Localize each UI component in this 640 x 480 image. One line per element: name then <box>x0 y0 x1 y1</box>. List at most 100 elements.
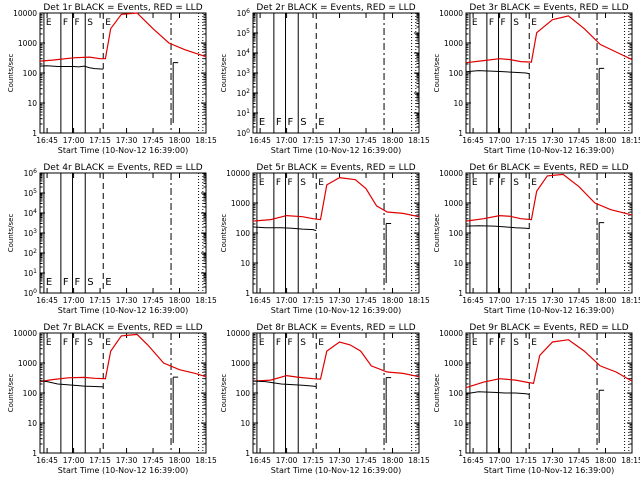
y-tick-label: 1 <box>458 129 463 138</box>
x-tick-label: 17:00 <box>276 456 298 465</box>
marker-label: F <box>501 18 506 28</box>
y-tick-label: 1000 <box>444 199 463 208</box>
x-tick-label: 18:15 <box>408 456 430 465</box>
y-tick-label: 102 <box>24 248 38 258</box>
x-tick-label: 17:00 <box>489 136 511 145</box>
x-tick-label: 18:15 <box>195 296 217 305</box>
marker-label: E <box>105 277 111 288</box>
y-tick-label: 100 <box>237 128 251 138</box>
panel-title: Det 9r BLACK = Events, RED = LLD <box>469 323 628 333</box>
x-tick-label: 17:45 <box>568 296 590 305</box>
marker-label: S <box>300 178 306 188</box>
x-tick-label: 16:45 <box>462 136 484 145</box>
y-tick-label: 10000 <box>226 329 250 338</box>
x-tick-label: 18:00 <box>169 296 191 305</box>
x-axis-label: Start Time (10-Nov-12 16:39:00) <box>271 466 401 475</box>
marker-label: F <box>288 178 293 188</box>
y-tick-label: 10 <box>453 99 463 108</box>
panel-title: Det 1r BLACK = Events, RED = LLD <box>43 3 202 13</box>
x-axis-label: Start Time (10-Nov-12 16:39:00) <box>484 466 614 475</box>
marker-label: S <box>300 117 306 128</box>
marker-label: F <box>276 117 282 128</box>
panel-title: Det 4r BLACK = Events, RED = LLD <box>43 163 202 173</box>
events-series-black-tail <box>172 62 179 123</box>
events-series-black-tail <box>598 67 605 123</box>
x-tick-label: 17:30 <box>329 296 351 305</box>
x-tick-label: 17:15 <box>89 136 111 145</box>
plot-frame <box>252 172 420 294</box>
x-tick-label: 17:15 <box>515 456 537 465</box>
marker-label: F <box>63 18 68 28</box>
marker-label: F <box>501 338 506 348</box>
marker-label: E <box>531 178 537 188</box>
x-axis-label: Start Time (10-Nov-12 16:39:00) <box>58 306 188 315</box>
x-tick-label: 18:00 <box>382 136 404 145</box>
marker-label: F <box>501 178 506 188</box>
marker-label: E <box>318 117 324 128</box>
marker-label: E <box>105 338 111 348</box>
y-tick-label: 100 <box>236 229 251 238</box>
y-axis-label: Counts/sec <box>433 54 441 93</box>
detector-panel-2: Det 2r BLACK = Events, RED = LLD 100 101 10… <box>220 3 430 155</box>
x-tick-label: 17:15 <box>515 136 537 145</box>
events-series-black <box>252 226 317 232</box>
marker-label: E <box>472 178 478 188</box>
x-tick-label: 18:15 <box>621 136 640 145</box>
detector-panel-4: Det 4r BLACK = Events, RED = LLD 100 101 10… <box>7 163 217 315</box>
events-series-black-tail <box>385 377 392 443</box>
y-tick-label: 100 <box>449 389 464 398</box>
x-axis-label: Start Time (10-Nov-12 16:39:00) <box>271 146 401 155</box>
x-tick-label: 17:30 <box>542 136 564 145</box>
x-tick-label: 17:15 <box>302 296 324 305</box>
panel-title: Det 2r BLACK = Events, RED = LLD <box>256 3 415 13</box>
marker-label: F <box>276 338 281 348</box>
y-tick-label: 1 <box>32 449 37 458</box>
x-tick-label: 16:45 <box>36 456 58 465</box>
x-tick-label: 16:45 <box>36 136 58 145</box>
marker-label: S <box>87 338 93 348</box>
marker-label: F <box>63 338 68 348</box>
events-series-black <box>465 391 530 395</box>
plot-frame <box>39 12 207 134</box>
y-tick-label: 101 <box>24 268 38 278</box>
y-tick-label: 104 <box>24 208 38 218</box>
y-axis-label: Counts/sec <box>433 214 441 253</box>
plot-frame <box>252 332 420 454</box>
x-tick-label: 18:00 <box>169 136 191 145</box>
marker-label: E <box>259 117 265 128</box>
y-tick-label: 106 <box>237 8 251 18</box>
y-tick-label: 106 <box>24 168 38 178</box>
y-tick-label: 100 <box>23 69 38 78</box>
y-axis-label: Counts/sec <box>220 214 228 253</box>
y-tick-label: 1 <box>458 449 463 458</box>
x-tick-label: 18:15 <box>621 296 640 305</box>
panel-title: Det 6r BLACK = Events, RED = LLD <box>469 163 628 173</box>
marker-label: S <box>300 338 306 348</box>
panel-title: Det 8r BLACK = Events, RED = LLD <box>256 323 415 333</box>
x-tick-label: 18:00 <box>169 456 191 465</box>
x-tick-label: 17:30 <box>542 456 564 465</box>
x-tick-label: 17:15 <box>515 296 537 305</box>
detector-panel-3: Det 3r BLACK = Events, RED = LLD 1 10 100 10… <box>433 3 640 155</box>
y-tick-label: 1 <box>245 449 250 458</box>
marker-label: F <box>75 338 80 348</box>
plot-frame <box>252 12 420 134</box>
panel-title: Det 7r BLACK = Events, RED = LLD <box>43 323 202 333</box>
x-tick-label: 17:45 <box>142 136 164 145</box>
x-tick-label: 16:45 <box>249 296 271 305</box>
events-series-black <box>252 380 317 387</box>
y-tick-label: 1 <box>32 129 37 138</box>
y-tick-label: 102 <box>237 88 251 98</box>
x-tick-label: 17:00 <box>63 296 85 305</box>
marker-label: F <box>489 18 494 28</box>
lld-series-red <box>252 176 420 222</box>
marker-label: F <box>489 338 494 348</box>
y-axis-label: Counts/sec <box>7 374 15 413</box>
x-tick-label: 18:15 <box>195 456 217 465</box>
y-tick-label: 10000 <box>13 9 37 18</box>
marker-label: E <box>259 178 265 188</box>
y-tick-label: 10 <box>27 99 37 108</box>
y-tick-label: 10 <box>453 419 463 428</box>
x-tick-label: 18:00 <box>595 456 617 465</box>
x-tick-label: 17:00 <box>63 456 85 465</box>
